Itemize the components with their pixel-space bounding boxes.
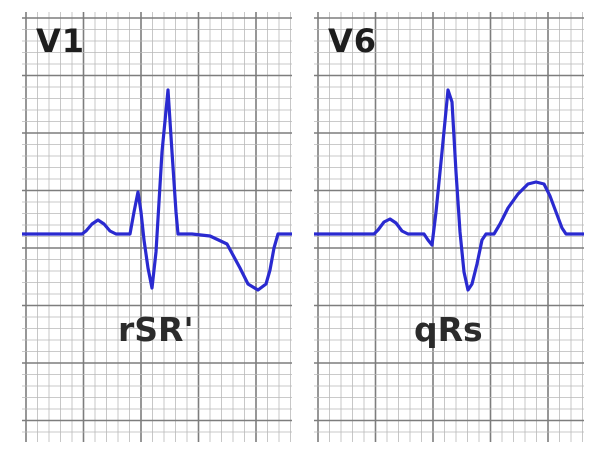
lead-label-v6: V6 xyxy=(328,22,378,60)
lead-label-v1: V1 xyxy=(36,22,86,60)
morphology-label-v6: qRs xyxy=(414,310,483,349)
ecg-grid-v6 xyxy=(314,12,584,442)
ecg-grid-v1 xyxy=(22,12,292,442)
trace-line xyxy=(22,88,292,292)
ecg-panel-v1: V1 rSR' xyxy=(22,12,292,442)
ecg-trace-v1 xyxy=(22,88,292,292)
trace-line xyxy=(314,88,584,292)
morphology-label-v1: rSR' xyxy=(118,310,194,349)
ecg-panel-v6: V6 qRs xyxy=(314,12,584,442)
ecg-trace-v6 xyxy=(314,88,584,292)
